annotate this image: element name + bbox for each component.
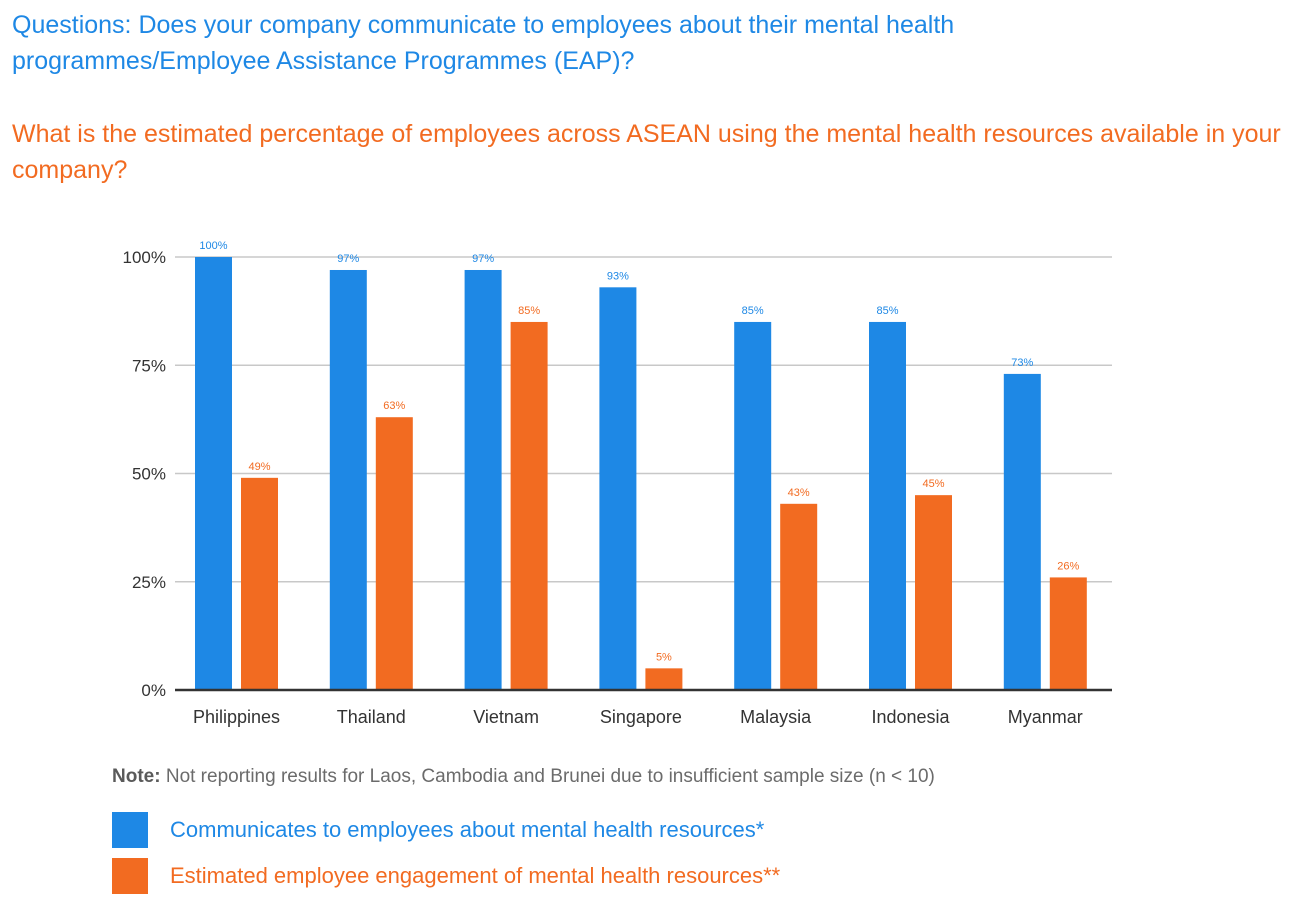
- question-communication: Questions: Does your company communicate…: [12, 11, 955, 75]
- y-tick-label: 100%: [123, 248, 166, 267]
- legend-swatch-orange: [112, 858, 148, 894]
- x-tick-label: Vietnam: [473, 707, 539, 727]
- data-label: 73%: [1011, 357, 1033, 369]
- note-label: Note:: [112, 766, 161, 787]
- bar-engagement: [780, 503, 818, 690]
- x-tick-label: Malaysia: [740, 707, 812, 727]
- data-label: 85%: [518, 305, 540, 317]
- data-label: 5%: [656, 651, 672, 663]
- bar-engagement: [241, 477, 278, 690]
- chart-note: Note: Not reporting results for Laos, Ca…: [112, 766, 935, 788]
- data-label: 26%: [1057, 560, 1079, 572]
- bar-communicates: [734, 321, 772, 690]
- bar-engagement: [645, 668, 683, 690]
- bar-communicates: [869, 321, 906, 690]
- x-tick-label: Thailand: [337, 707, 406, 727]
- bar-chart: 0% 25% 50% 75% 100% 100% 49% Philippines 97% 63% T…: [123, 240, 1112, 727]
- x-tick-label: Myanmar: [1008, 707, 1083, 727]
- y-tick-label: 0%: [141, 681, 166, 700]
- y-tick-label: 75%: [132, 356, 166, 375]
- data-label: 43%: [788, 487, 810, 499]
- x-tick-label: Philippines: [193, 707, 280, 727]
- bar-engagement: [1049, 577, 1087, 690]
- bar-communicates: [329, 269, 367, 690]
- x-tick-label: Indonesia: [871, 707, 950, 727]
- bar-communicates: [1003, 373, 1041, 690]
- data-label: 85%: [876, 305, 898, 317]
- legend-label-engagement: Estimated employee engagement of mental …: [170, 863, 781, 888]
- data-label: 93%: [607, 270, 629, 282]
- data-label: 100%: [199, 240, 227, 252]
- data-label: 45%: [922, 478, 944, 490]
- y-tick-label: 25%: [132, 573, 166, 592]
- data-label: 97%: [472, 253, 494, 265]
- legend-label-communicates: Communicates to employees about mental h…: [170, 817, 765, 842]
- legend-item-communicates: Communicates to employees about mental h…: [112, 812, 764, 848]
- note-text: Not reporting results for Laos, Cambodia…: [160, 766, 935, 787]
- question-engagement: What is the estimated percentage of empl…: [12, 120, 1281, 184]
- data-label: 49%: [248, 461, 270, 473]
- y-tick-label: 50%: [132, 465, 166, 484]
- bar-engagement: [915, 495, 952, 690]
- data-label: 97%: [337, 253, 359, 265]
- x-tick-label: Singapore: [600, 707, 682, 727]
- data-label: 85%: [742, 305, 764, 317]
- bar-communicates: [195, 257, 232, 690]
- legend-swatch-blue: [112, 812, 148, 848]
- bar-communicates: [464, 269, 502, 690]
- bar-engagement: [375, 417, 413, 690]
- legend-item-engagement: Estimated employee engagement of mental …: [112, 858, 780, 894]
- bar-communicates: [599, 287, 637, 690]
- bar-engagement: [510, 321, 548, 690]
- data-label: 63%: [383, 400, 405, 412]
